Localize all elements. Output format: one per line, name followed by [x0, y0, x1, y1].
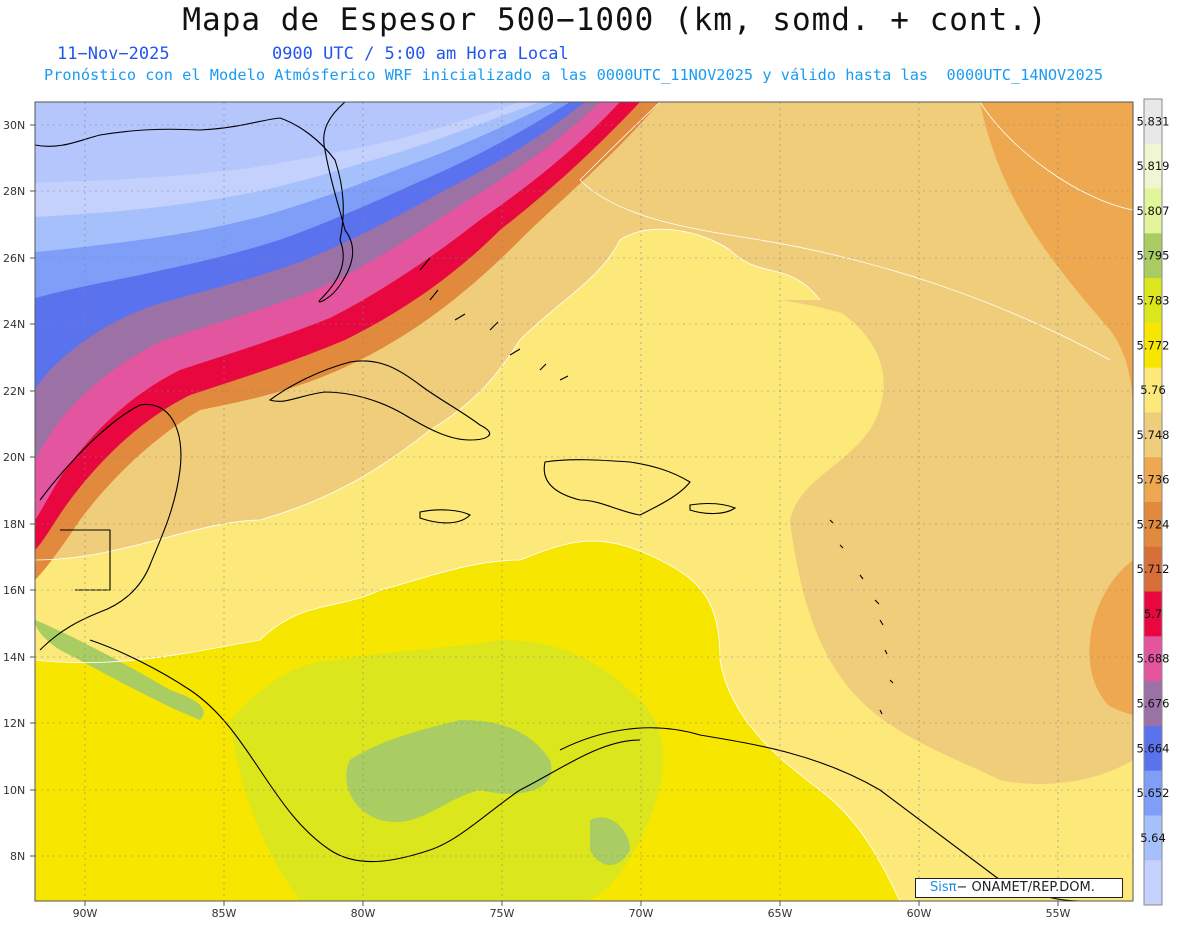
- colorbar-swatch: [1144, 860, 1162, 906]
- lat-label: 8N: [10, 850, 25, 863]
- lon-label: 75W: [490, 907, 515, 920]
- colorbar-label: 5.831: [1137, 114, 1170, 128]
- colorbar-label: 5.712: [1137, 562, 1170, 576]
- colorbar-frame: [1143, 98, 1163, 906]
- colorbar-label: 5.688: [1137, 652, 1170, 666]
- colorbar-swatch: [1144, 322, 1162, 369]
- colorbar-label: 5.772: [1137, 338, 1170, 352]
- lon-label: 55W: [1046, 907, 1071, 920]
- sispi-logo: Sisπ: [930, 880, 957, 895]
- colorbar-swatch: [1144, 143, 1162, 190]
- lon-label: 90W: [73, 907, 98, 920]
- latitude-axis: 30N 28N 26N 24N 22N 20N 18N 16N 14N 12N …: [3, 119, 35, 863]
- lat-label: 30N: [3, 119, 25, 132]
- lat-label: 20N: [3, 451, 25, 464]
- colorbar-swatch: [1144, 412, 1162, 458]
- colorbar-swatch: [1144, 233, 1162, 279]
- lon-label: 60W: [907, 907, 932, 920]
- lon-label: 70W: [629, 907, 654, 920]
- lat-label: 14N: [3, 651, 25, 664]
- lat-label: 10N: [3, 784, 25, 797]
- lat-label: 24N: [3, 318, 25, 331]
- colorbar-label: 5.819: [1137, 159, 1170, 173]
- longitude-axis: 90W 85W 80W 75W 70W 65W 60W 55W: [73, 901, 1071, 920]
- date-time-line: 11−Nov−2025 0900 UTC / 5:00 am Hora Loca…: [57, 44, 569, 64]
- colorbar-label: 5.783: [1137, 294, 1170, 308]
- lon-label: 65W: [768, 907, 793, 920]
- forecast-time: 0900 UTC / 5:00 am Hora Local: [271, 44, 569, 64]
- colorbar-swatch: [1144, 99, 1162, 145]
- colorbar-label: 5.736: [1137, 473, 1170, 487]
- contour-lines: [35, 102, 1133, 901]
- colorbar-label: 5.64: [1140, 831, 1166, 845]
- graticule: [35, 102, 1133, 901]
- colorbar-label: 5.664: [1137, 741, 1170, 755]
- lat-label: 18N: [3, 518, 25, 531]
- colorbar-label: 5.7: [1144, 607, 1162, 621]
- lon-label: 85W: [212, 907, 237, 920]
- colorbar-label: 5.676: [1137, 697, 1170, 711]
- colorbar-swatch: [1144, 457, 1162, 503]
- colorbar-label: 5.807: [1137, 204, 1170, 218]
- lat-label: 26N: [3, 252, 25, 265]
- colorbar-label: 5.748: [1137, 428, 1170, 442]
- colorbar-label: 5.724: [1137, 517, 1170, 531]
- colorbar-swatch: [1144, 591, 1162, 637]
- colorbar-swatch: [1144, 636, 1162, 682]
- lat-label: 16N: [3, 584, 25, 597]
- forecast-date: 11−Nov−2025: [57, 44, 170, 64]
- lon-label: 80W: [351, 907, 376, 920]
- colorbar-label: 5.795: [1137, 249, 1170, 263]
- colorbar-swatch: [1144, 546, 1162, 593]
- forecast-info: Pronóstico con el Modelo Atmósferico WRF…: [44, 66, 1104, 84]
- lat-label: 12N: [3, 717, 25, 730]
- credit-org: − ONAMET/REP.DOM.: [956, 880, 1095, 895]
- map-title: Mapa de Espesor 500−1000 (km, somd. + co…: [182, 2, 1048, 38]
- colorbar-swatch: [1144, 770, 1162, 816]
- credit-box: Sisπ− ONAMET/REP.DOM.: [915, 878, 1123, 898]
- colorbar-swatch: [1144, 681, 1162, 727]
- lat-label: 22N: [3, 385, 25, 398]
- colorbar-swatch: [1144, 815, 1162, 861]
- colorbar-swatch: [1144, 188, 1162, 234]
- colorbar-swatch: [1144, 367, 1162, 413]
- lat-label: 28N: [3, 185, 25, 198]
- colorbar-swatch: [1144, 725, 1162, 772]
- colorbar-swatch: [1144, 278, 1162, 324]
- map-frame: [34, 101, 1134, 902]
- colorbar-label: 5.652: [1137, 786, 1170, 800]
- colorbar-label: 5.76: [1140, 383, 1166, 397]
- colorbar-swatch: [1144, 502, 1162, 548]
- thickness-fields: [35, 102, 1133, 901]
- colorbar: 5.831 5.819 5.807 5.795 5.783 5.772 5.76 5.748 5…: [1137, 98, 1170, 906]
